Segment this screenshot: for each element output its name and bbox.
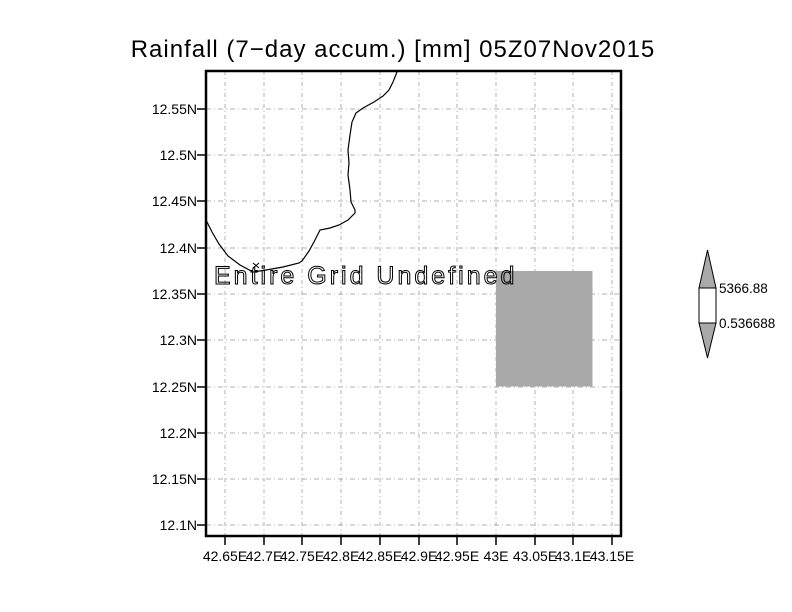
y-axis-label: 12.3N xyxy=(159,332,197,348)
shaded-region xyxy=(496,271,593,387)
x-axis-label: 42.85E xyxy=(357,548,403,564)
colorbar xyxy=(698,249,717,359)
x-axis-label: 42.9E xyxy=(400,548,438,564)
x-axis-ticks xyxy=(224,537,613,545)
horizontal-gridlines xyxy=(206,108,621,526)
y-axis-label: 12.2N xyxy=(159,425,197,441)
x-axis-label: 43.1E xyxy=(554,548,592,564)
x-axis-label: 42.95E xyxy=(434,548,480,564)
coastline-path xyxy=(205,71,398,273)
y-axis-label: 12.35N xyxy=(151,286,197,302)
y-axis-label: 12.4N xyxy=(159,240,197,256)
y-axis-label: 12.25N xyxy=(151,379,197,395)
y-axis-label: 12.55N xyxy=(151,101,197,117)
y-axis-label: 12.45N xyxy=(151,193,197,209)
x-axis-label: 42.75E xyxy=(279,548,325,564)
x-axis-label: 42.8E xyxy=(322,548,360,564)
x-axis-label: 43.15E xyxy=(589,548,635,564)
x-axis-label: 42.7E xyxy=(245,548,283,564)
y-axis-ticks xyxy=(197,108,205,526)
colorbar-segment xyxy=(698,287,717,324)
colorbar-top-arrow xyxy=(698,249,717,289)
islet-mark xyxy=(252,262,260,269)
undefined-overlay-message: Entire Grid Undefined xyxy=(213,262,518,290)
y-axis-label: 12.5N xyxy=(159,147,197,163)
plot-border xyxy=(204,69,623,538)
y-axis-label: 12.1N xyxy=(159,517,197,533)
y-axis-label: 12.15N xyxy=(151,471,197,487)
x-axis-label: 42.65E xyxy=(202,548,248,564)
colorbar-max-label: 5366.88 xyxy=(719,281,768,296)
x-axis-label: 43.05E xyxy=(512,548,558,564)
x-axis-label: 43E xyxy=(483,548,509,564)
colorbar-min-label: 0.536688 xyxy=(719,316,776,331)
colorbar-bottom-arrow xyxy=(698,322,717,359)
plot-title: Rainfall (7−day accum.) [mm] 05Z07Nov201… xyxy=(130,36,656,63)
